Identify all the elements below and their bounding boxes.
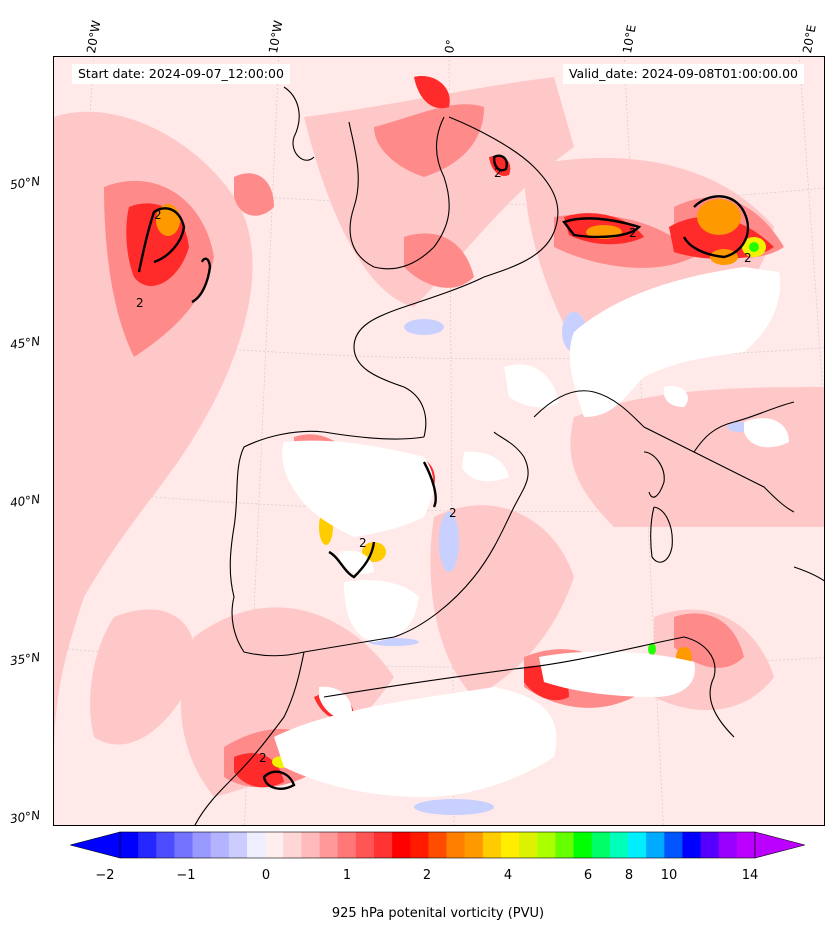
contour-label: 2 <box>359 536 367 550</box>
colorbar-cell <box>609 832 629 858</box>
start-date-label: Start date: 2024-09-07_12:00:00 <box>72 64 290 84</box>
colorbar-cells <box>119 831 756 859</box>
colorbar-tick: −1 <box>176 868 196 883</box>
lat-label-40n: 40°N <box>9 491 42 511</box>
colorbar <box>70 831 805 859</box>
colorbar-cell <box>555 832 575 858</box>
colorbar-tick: 4 <box>503 868 513 883</box>
colorbar-cell <box>482 832 502 858</box>
pv-2-contours <box>137 154 750 790</box>
lat-label-35n: 35°N <box>9 649 42 669</box>
colorbar-cell <box>446 832 466 858</box>
lon-label-10e: 10°E <box>620 23 639 55</box>
colorbar-cell <box>501 832 520 858</box>
colorbar-cell <box>591 832 611 858</box>
colorbar-cell <box>120 832 139 858</box>
contour-label: 2 <box>449 506 457 520</box>
colorbar-tick: 14 <box>741 868 759 883</box>
colorbar-cell <box>301 832 321 858</box>
colorbar-cell <box>337 832 357 858</box>
colorbar-cell <box>265 832 284 858</box>
colorbar-tick: 1 <box>342 868 352 883</box>
colorbar-cell <box>428 832 448 858</box>
contour-label: 2 <box>259 751 267 765</box>
colorbar-cell <box>355 832 375 858</box>
contour-label: 2 <box>744 251 752 265</box>
lon-label-0: 0° <box>442 38 459 55</box>
colorbar-high-extend <box>754 831 805 859</box>
colorbar-cell <box>537 832 556 858</box>
map-panel: 2 2 2 2 2 2 2 2 Start date: 2024-09-07_1… <box>53 56 825 826</box>
colorbar-cell <box>628 832 647 858</box>
coastlines <box>194 86 824 825</box>
colorbar-cell <box>174 832 194 858</box>
valid-date-label: Valid_date: 2024-09-08T01:00:00.00 <box>562 64 804 84</box>
colorbar-cell <box>664 832 683 858</box>
contour-label: 2 <box>494 166 502 180</box>
lat-label-50n: 50°N <box>9 173 42 193</box>
colorbar-cell <box>410 832 429 858</box>
colorbar-cell <box>192 832 212 858</box>
colorbar-cell <box>138 832 157 858</box>
colorbar-tick: 2 <box>422 868 432 883</box>
colorbar-cell <box>519 832 538 858</box>
lat-label-45n: 45°N <box>9 333 42 353</box>
pv-light-red-areas <box>54 77 824 797</box>
colorbar-low-extend <box>70 831 121 859</box>
colorbar-tick: 8 <box>624 868 634 883</box>
colorbar-cell <box>392 832 411 858</box>
contour-label: 2 <box>629 226 637 240</box>
colorbar-cell <box>573 832 593 858</box>
colorbar-tick: 6 <box>583 868 593 883</box>
lat-label-30n: 30°N <box>9 807 42 827</box>
colorbar-label: 925 hPa potenital vorticity (PVU) <box>331 906 545 921</box>
lon-label-10w: 10°W <box>266 19 286 55</box>
colorbar-cell <box>247 832 266 858</box>
colorbar-tick: −2 <box>95 868 115 883</box>
colorbar-cell <box>156 832 175 858</box>
lon-label-20e: 20°E <box>800 23 819 55</box>
colorbar-cell <box>374 832 393 858</box>
colorbar-cell <box>283 832 302 858</box>
contour-label: 2 <box>136 296 144 310</box>
contour-label: 2 <box>154 208 162 222</box>
colorbar-tick: 0 <box>261 868 271 883</box>
colorbar-cell <box>682 832 702 858</box>
colorbar-cell <box>736 832 756 858</box>
pv-field-map: 2 2 2 2 2 2 2 2 <box>54 57 824 825</box>
colorbar-cell <box>210 832 230 858</box>
colorbar-cell <box>319 832 339 858</box>
colorbar-cell <box>646 832 665 858</box>
colorbar-tick: 10 <box>660 868 678 883</box>
colorbar-cell <box>228 832 248 858</box>
colorbar-cell <box>718 832 738 858</box>
colorbar-cell <box>464 832 484 858</box>
contour-labels: 2 2 2 2 2 2 2 2 <box>136 166 752 765</box>
colorbar-cell <box>700 832 720 858</box>
masked-terrain <box>274 267 789 797</box>
lon-label-20w: 20°W <box>84 19 104 55</box>
